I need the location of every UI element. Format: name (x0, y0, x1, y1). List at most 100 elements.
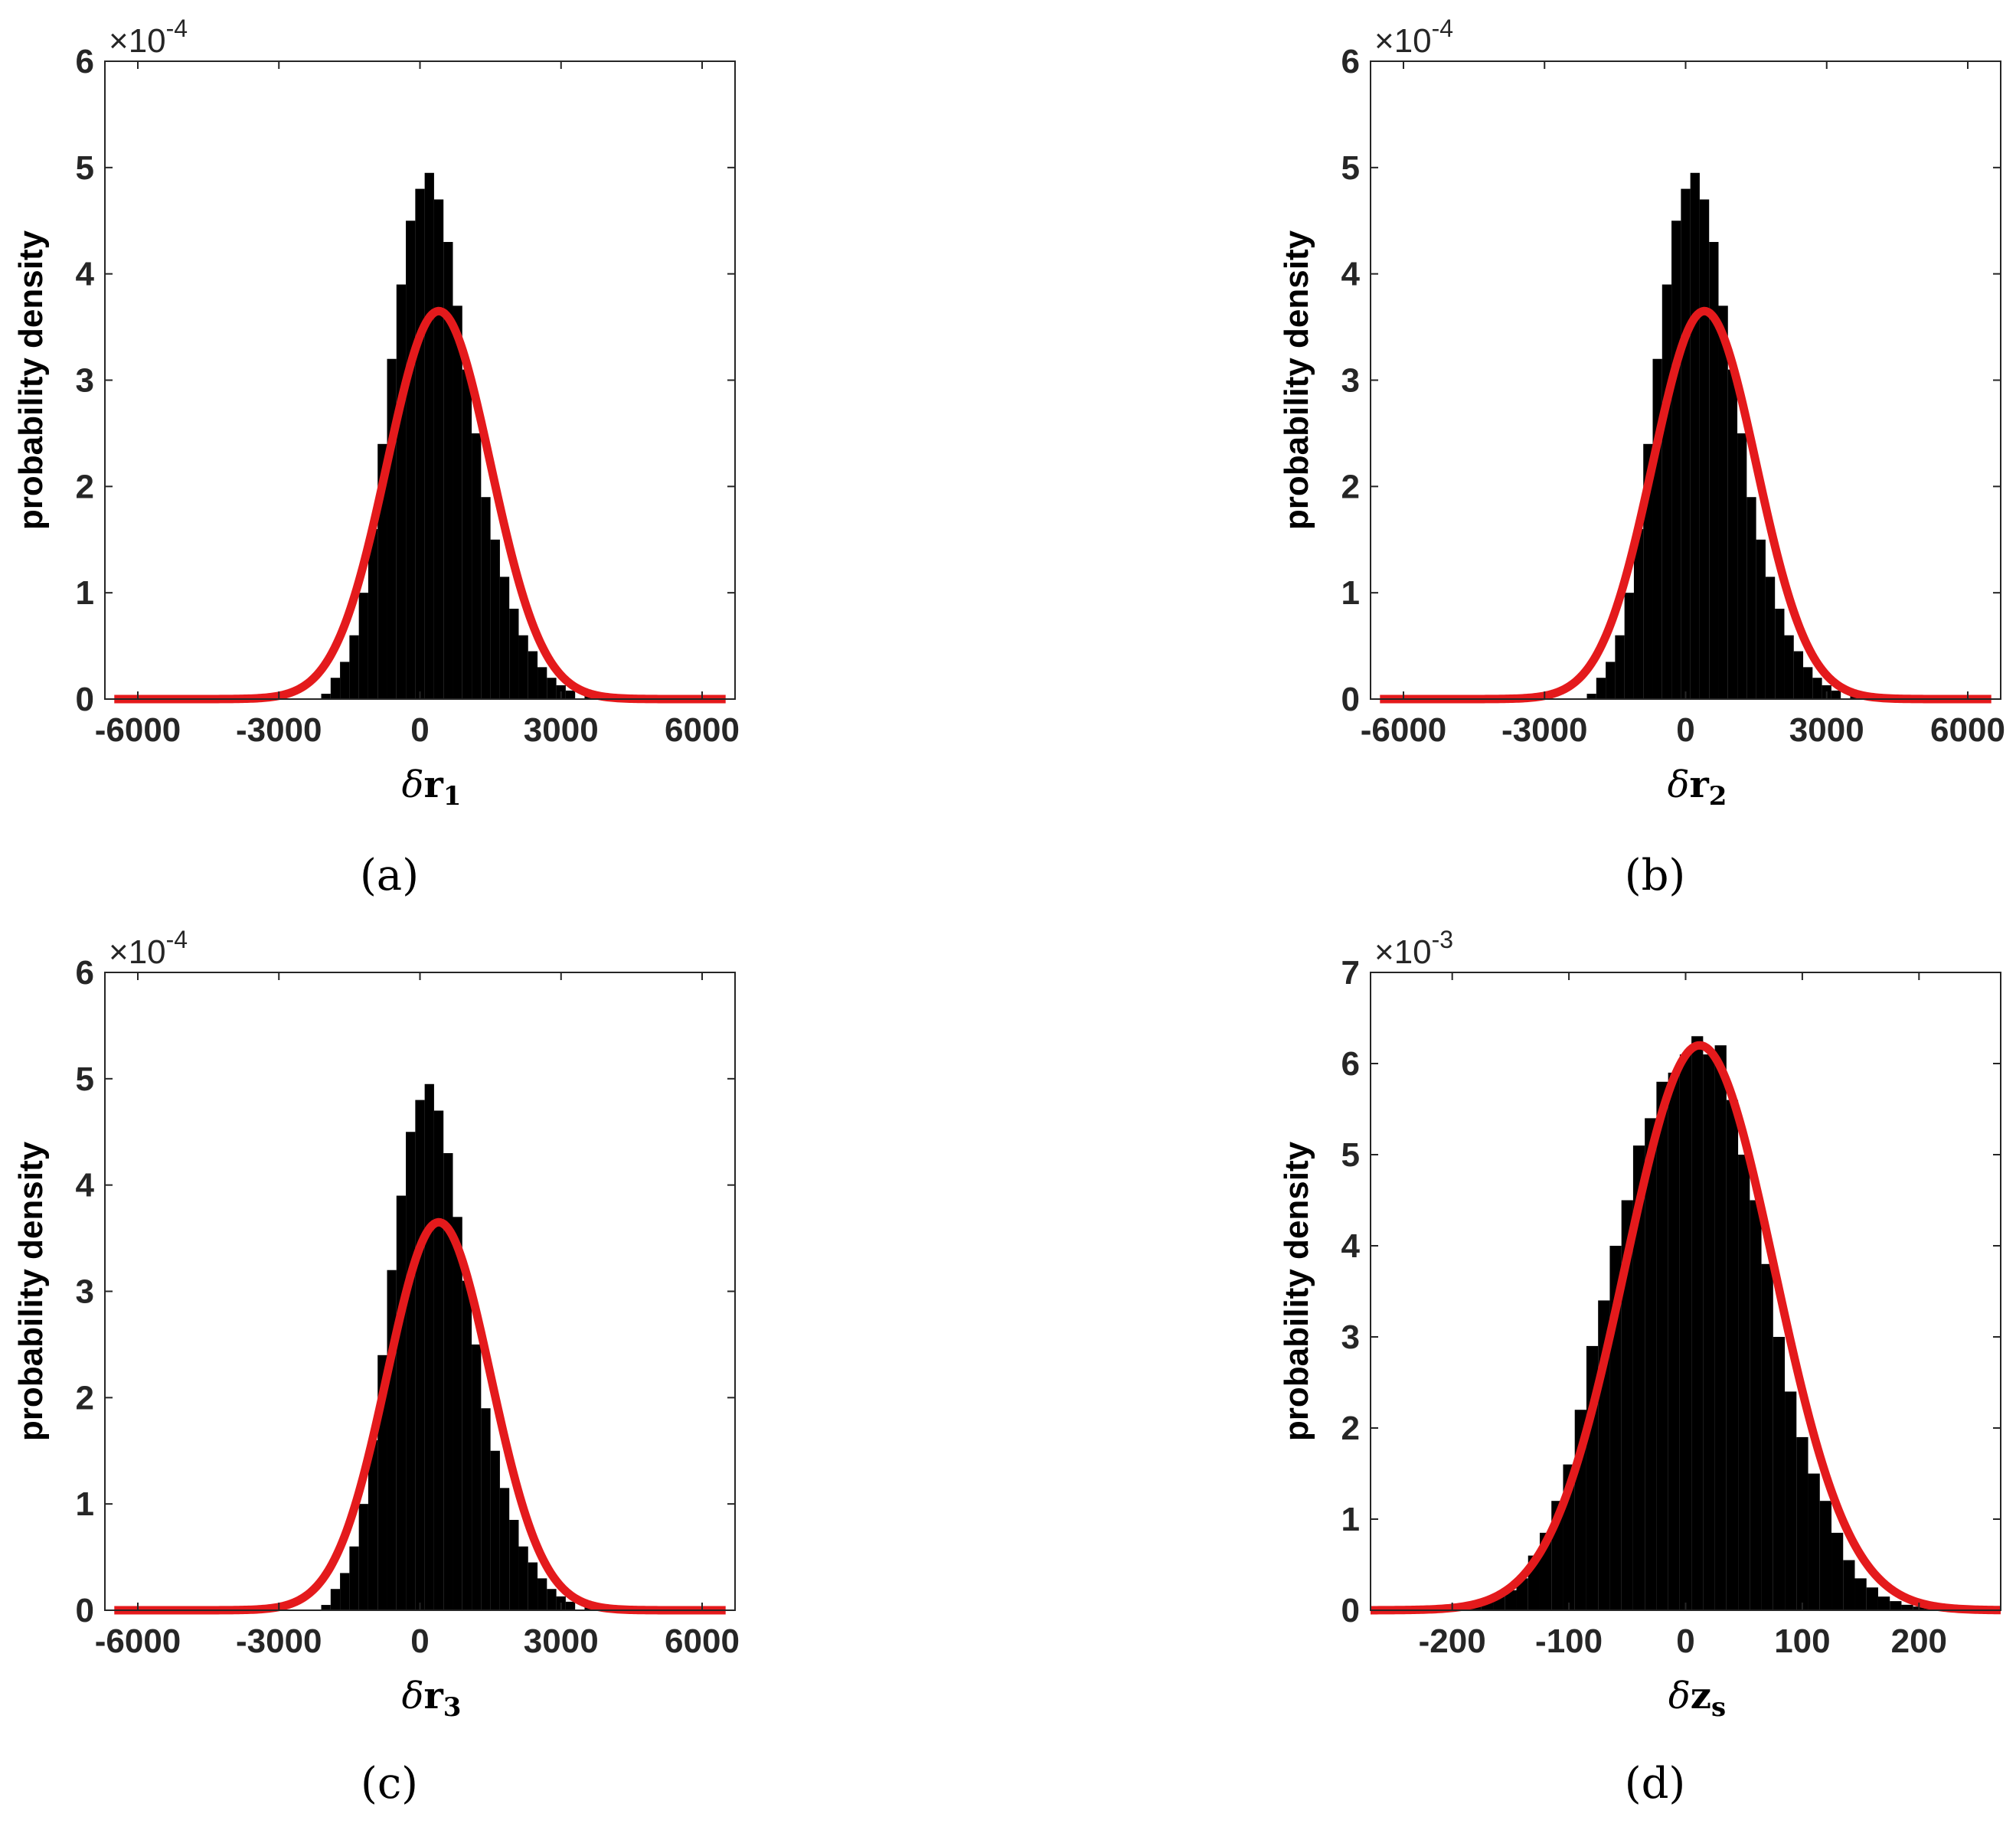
panel-caption: (b) (1625, 851, 1686, 900)
histogram-bar (415, 188, 425, 700)
histogram-bar (415, 1100, 425, 1610)
y-tick-label: 0 (1341, 681, 1360, 718)
histogram-bar (424, 1083, 434, 1610)
x-tick-label: -3000 (236, 711, 322, 749)
histogram-bar (1632, 1145, 1645, 1610)
histogram-bar (396, 284, 407, 699)
histogram-bar (537, 1578, 547, 1610)
histogram-bar (349, 1546, 359, 1610)
histogram-bar (1877, 1596, 1890, 1610)
y-multiplier: ×10-4 (109, 926, 188, 971)
histogram-bar (424, 172, 434, 699)
panel-c: -6000 -3000 0 3000 6000 0 1 2 3 4 5 6 ×10-4 probabili… (12, 926, 740, 1809)
histogram-bar (1866, 1587, 1878, 1610)
histogram-bar (1671, 221, 1681, 699)
histogram-bar (1785, 1391, 1797, 1610)
x-tick-label: -6000 (1361, 711, 1447, 749)
histogram-bar (1890, 1601, 1902, 1610)
x-axis-label: δr1 (402, 763, 462, 812)
histogram-bar (1761, 1263, 1773, 1610)
fit-curve (1368, 1041, 2003, 1615)
y-multiplier: ×10-4 (109, 15, 188, 60)
histogram-bar (321, 1605, 331, 1610)
y-tick-label: 4 (76, 1167, 95, 1204)
y-tick-label: 2 (76, 1379, 94, 1417)
y-tick-label: 3 (1341, 362, 1360, 400)
histogram-bar (462, 369, 472, 699)
histogram-bar (528, 651, 538, 699)
histogram-bar (1793, 651, 1804, 699)
histogram-bar (509, 1519, 519, 1610)
histogram-bar (472, 433, 482, 699)
histogram-bar (433, 1110, 444, 1610)
y-axis-label: probability density (1278, 1141, 1315, 1441)
histogram-bar (1690, 172, 1700, 699)
histogram-bar (490, 1450, 500, 1610)
y-tick-label: 6 (76, 43, 94, 80)
histogram-bar (547, 1589, 557, 1610)
x-tick-label: 100 (1774, 1622, 1830, 1660)
histogram-bar (518, 635, 528, 699)
histogram-bar (1481, 1601, 1494, 1610)
y-axis-label: probability density (12, 1141, 50, 1441)
histogram-bar (1681, 188, 1691, 700)
histogram-bar (1737, 433, 1747, 699)
x-tick-label: 0 (1676, 711, 1694, 749)
panel-caption: (d) (1625, 1759, 1686, 1809)
histogram-bar (1679, 1054, 1692, 1610)
histogram-bar (565, 1601, 576, 1610)
histogram-bar (1746, 497, 1756, 699)
histogram-bar (481, 1408, 491, 1610)
histogram-bar (1843, 1560, 1855, 1610)
histogram-bar (499, 577, 510, 699)
x-tick-label: 0 (410, 711, 429, 749)
histogram-bar (1586, 694, 1596, 699)
histogram-bar (490, 539, 500, 699)
histogram-bar (330, 678, 341, 699)
y-tick-label: 0 (76, 681, 94, 718)
histogram-bar (1668, 1072, 1680, 1610)
y-tick-label: 5 (1341, 1136, 1360, 1174)
y-tick-label: 0 (76, 1592, 94, 1629)
histogram-bar (1901, 1604, 1913, 1610)
histogram-bar (472, 1344, 482, 1610)
histogram-bar (340, 1573, 350, 1610)
y-tick-label: 5 (76, 1060, 94, 1098)
histogram-bar (528, 1562, 538, 1610)
x-tick-label: 6000 (1930, 711, 2005, 749)
y-tick-label: 1 (76, 1485, 94, 1523)
histogram-bar (1645, 1118, 1657, 1610)
panel-d: -200 -100 0 100 200 0 1 2 3 4 5 6 7 ×10-3 probability … (1278, 926, 2003, 1809)
histogram-bar (1726, 1100, 1739, 1610)
histogram-bar (1709, 242, 1719, 699)
histogram-bar (396, 1195, 407, 1610)
histogram-bar (509, 608, 519, 699)
histogram-bar (443, 242, 453, 699)
y-tick-label: 4 (1341, 1227, 1361, 1265)
histogram-bar (368, 1439, 378, 1610)
histogram-bar (1819, 1501, 1832, 1610)
histogram-bar (1699, 199, 1710, 700)
y-tick-label: 1 (1341, 1501, 1360, 1538)
x-tick-label: -6000 (95, 1622, 181, 1660)
histogram-bar (330, 1589, 341, 1610)
histogram-bar (565, 690, 576, 699)
y-multiplier: ×10-3 (1374, 926, 1453, 971)
histogram-bar (358, 1504, 368, 1610)
y-tick-label: 0 (1341, 1592, 1360, 1629)
panel-caption: (c) (361, 1759, 418, 1809)
histogram-bar (1738, 1155, 1750, 1610)
histogram-bar (1773, 1337, 1786, 1610)
y-axis-label: probability density (12, 230, 50, 530)
y-tick-label: 1 (1341, 574, 1360, 612)
y-tick-label: 3 (1341, 1319, 1360, 1356)
x-tick-label: 0 (410, 1622, 429, 1660)
x-tick-label: -200 (1419, 1622, 1486, 1660)
y-tick-label: 6 (1341, 43, 1360, 80)
histogram-bar (1803, 667, 1813, 699)
x-tick-label: -6000 (95, 711, 181, 749)
histogram-bar (358, 593, 368, 699)
y-tick-label: 5 (76, 149, 94, 187)
histogram-bar (1812, 678, 1822, 699)
